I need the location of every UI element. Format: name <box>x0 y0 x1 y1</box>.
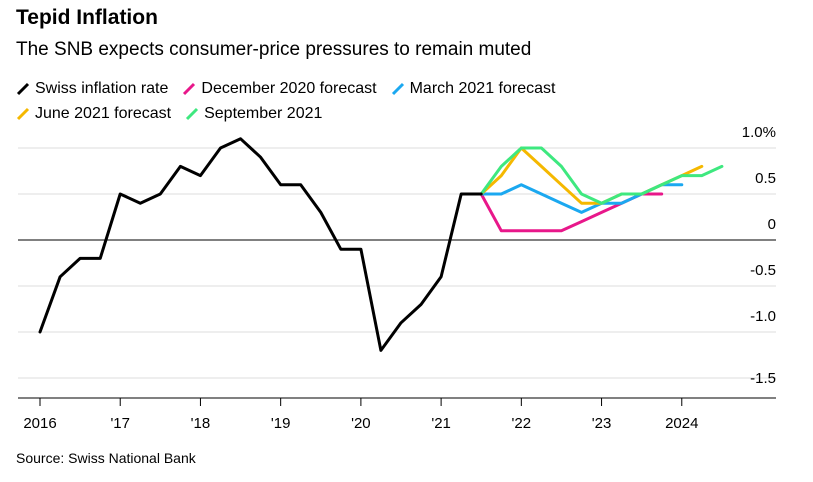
chart-subtitle: The SNB expects consumer-price pressures… <box>16 39 532 60</box>
x-tick-label: '19 <box>271 415 291 432</box>
legend-row: Swiss inflation rate December 2020 forec… <box>16 76 676 101</box>
x-tick-label: '17 <box>110 415 130 432</box>
series-line-december-2020-forecast <box>479 192 664 233</box>
y-tick-label: 0.5 <box>755 170 776 187</box>
legend-label: December 2020 forecast <box>201 79 377 97</box>
x-tick-label: '23 <box>592 415 612 432</box>
legend-item-swiss-inflation: Swiss inflation rate <box>16 80 168 98</box>
legend: Swiss inflation rate December 2020 forec… <box>16 76 676 126</box>
x-tick-label: '18 <box>191 415 211 432</box>
legend-row: June 2021 forecast September 2021 <box>16 101 676 126</box>
legend-item-dec-2020: December 2020 forecast <box>182 79 377 98</box>
x-tick-label: '21 <box>431 415 451 432</box>
x-tick-label: '22 <box>512 415 532 432</box>
x-tick-label: 2016 <box>23 415 56 432</box>
legend-swatch-yellow <box>16 107 30 120</box>
legend-label: September 2021 <box>204 104 323 122</box>
legend-swatch-pink <box>183 82 196 95</box>
x-tick-label: 2024 <box>665 415 698 432</box>
legend-label: Swiss inflation rate <box>35 79 169 97</box>
legend-swatch-green <box>186 107 199 120</box>
legend-swatch-blue <box>391 82 404 95</box>
legend-swatch-black <box>16 82 30 95</box>
source-note: Source: Swiss National Bank <box>16 450 196 466</box>
legend-item-sep-2021: September 2021 <box>185 105 322 123</box>
legend-label: March 2021 forecast <box>409 79 556 97</box>
y-tick-label: -1.5 <box>750 370 776 387</box>
series-line-swiss-inflation-rate <box>38 137 483 352</box>
legend-item-mar-2021: March 2021 forecast <box>391 79 556 98</box>
x-tick-label: '20 <box>351 415 371 432</box>
y-tick-label: -0.5 <box>750 262 776 279</box>
legend-label: June 2021 forecast <box>35 104 172 122</box>
legend-item-jun-2021: June 2021 forecast <box>16 105 171 123</box>
y-tick-label: -1.0 <box>750 308 776 325</box>
y-tick-label: 0 <box>768 216 776 233</box>
chart-title: Tepid Inflation <box>16 6 158 29</box>
series-line-september-2021 <box>479 146 724 205</box>
y-tick-label: 1.0% <box>742 124 776 141</box>
